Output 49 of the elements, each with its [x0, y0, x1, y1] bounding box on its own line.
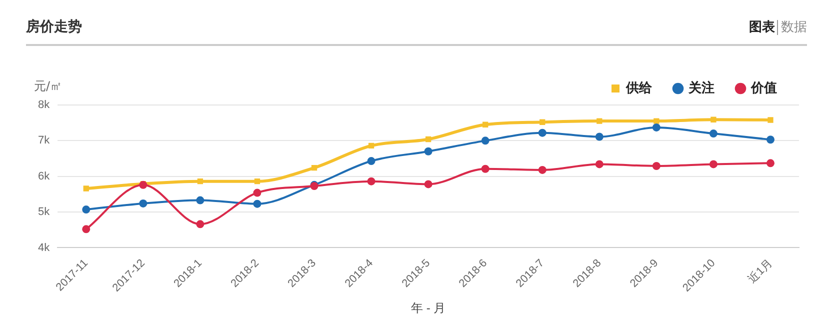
point — [766, 136, 774, 144]
x-tick-label: 近1月 — [746, 256, 775, 286]
point — [538, 166, 546, 174]
chart-title: 房价走势 — [26, 18, 82, 36]
text: 图表 — [749, 20, 775, 35]
text: 数据 — [777, 20, 807, 35]
point — [254, 178, 260, 184]
point — [196, 196, 204, 204]
point — [139, 199, 148, 208]
x-axis-title: 年 - 月 — [410, 301, 446, 316]
point — [538, 128, 546, 137]
y-tick-label: 5k — [38, 206, 50, 218]
point — [482, 122, 488, 128]
point — [766, 159, 774, 168]
y-tick-label: 6k — [38, 170, 50, 182]
point — [768, 117, 774, 123]
point — [481, 164, 490, 173]
point — [197, 178, 204, 184]
point — [82, 225, 90, 234]
point — [311, 164, 318, 171]
point — [367, 157, 376, 166]
point — [368, 142, 374, 149]
point — [596, 118, 602, 124]
point — [709, 160, 718, 168]
point — [196, 220, 204, 228]
point — [710, 116, 716, 122]
point — [595, 132, 604, 141]
legend-label: 价值 — [750, 80, 777, 96]
point — [540, 119, 546, 125]
y-tick-label: 4k — [38, 242, 50, 254]
legend-label: 关注 — [688, 80, 714, 96]
point — [709, 130, 718, 138]
point — [652, 123, 660, 132]
y-tick-label: 8k — [38, 99, 50, 112]
point — [83, 186, 89, 192]
point — [82, 206, 90, 214]
point — [425, 136, 432, 142]
y-tick-label: 7k — [38, 134, 50, 147]
point — [652, 162, 660, 170]
point — [253, 200, 262, 208]
point — [595, 160, 604, 168]
point — [253, 188, 262, 197]
point — [424, 147, 432, 156]
legend-label: 供给 — [625, 80, 653, 96]
point — [481, 136, 490, 145]
point — [654, 118, 660, 124]
y-axis-title: 元/㎡ — [34, 78, 62, 95]
point — [424, 180, 432, 188]
point — [367, 177, 376, 186]
